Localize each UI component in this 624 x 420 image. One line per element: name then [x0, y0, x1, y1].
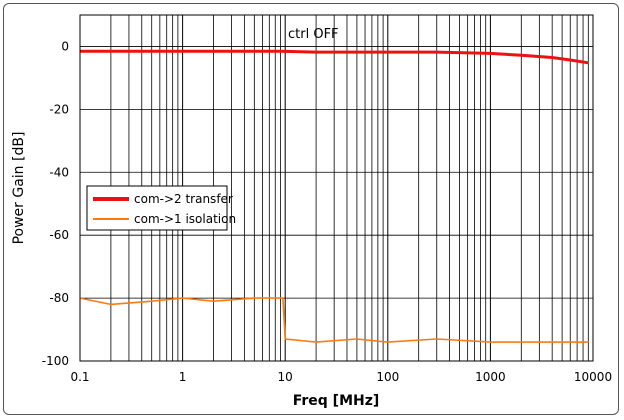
x-tick-label: 10 — [278, 370, 293, 384]
x-tick-label: 10000 — [574, 370, 612, 384]
x-axis-title: Freq [MHz] — [293, 393, 380, 409]
y-tick-label: -20 — [49, 102, 69, 116]
tick-labels: 0.1 1 10 100 1000 10000 0 -20 -40 -60 -80 -100 — [42, 39, 612, 384]
y-axis-title: Power Gain [dB] — [11, 132, 27, 245]
y-tick-label: -100 — [42, 354, 69, 368]
x-tick-label: 100 — [376, 370, 399, 384]
chart-annotation: ctrl OFF — [288, 27, 339, 42]
series-group — [80, 49, 589, 343]
legend-label-transfer: com->2 transfer — [134, 192, 233, 206]
y-tick-label: -40 — [49, 165, 69, 179]
x-tick-label: 1 — [179, 370, 187, 384]
y-tick-label: -80 — [49, 291, 69, 305]
series-isolation-line — [80, 297, 589, 343]
x-tick-label: 0.1 — [70, 370, 89, 384]
plot-border — [79, 14, 594, 362]
legend-box — [86, 185, 228, 231]
y-tick-label: -60 — [49, 228, 69, 242]
legend: com->2 transfer com->1 isolation — [86, 185, 236, 231]
series-transfer-line — [80, 49, 589, 65]
legend-label-isolation: com->1 isolation — [134, 212, 236, 226]
x-tick-label: 1000 — [475, 370, 506, 384]
y-tick-label: 0 — [61, 39, 69, 53]
